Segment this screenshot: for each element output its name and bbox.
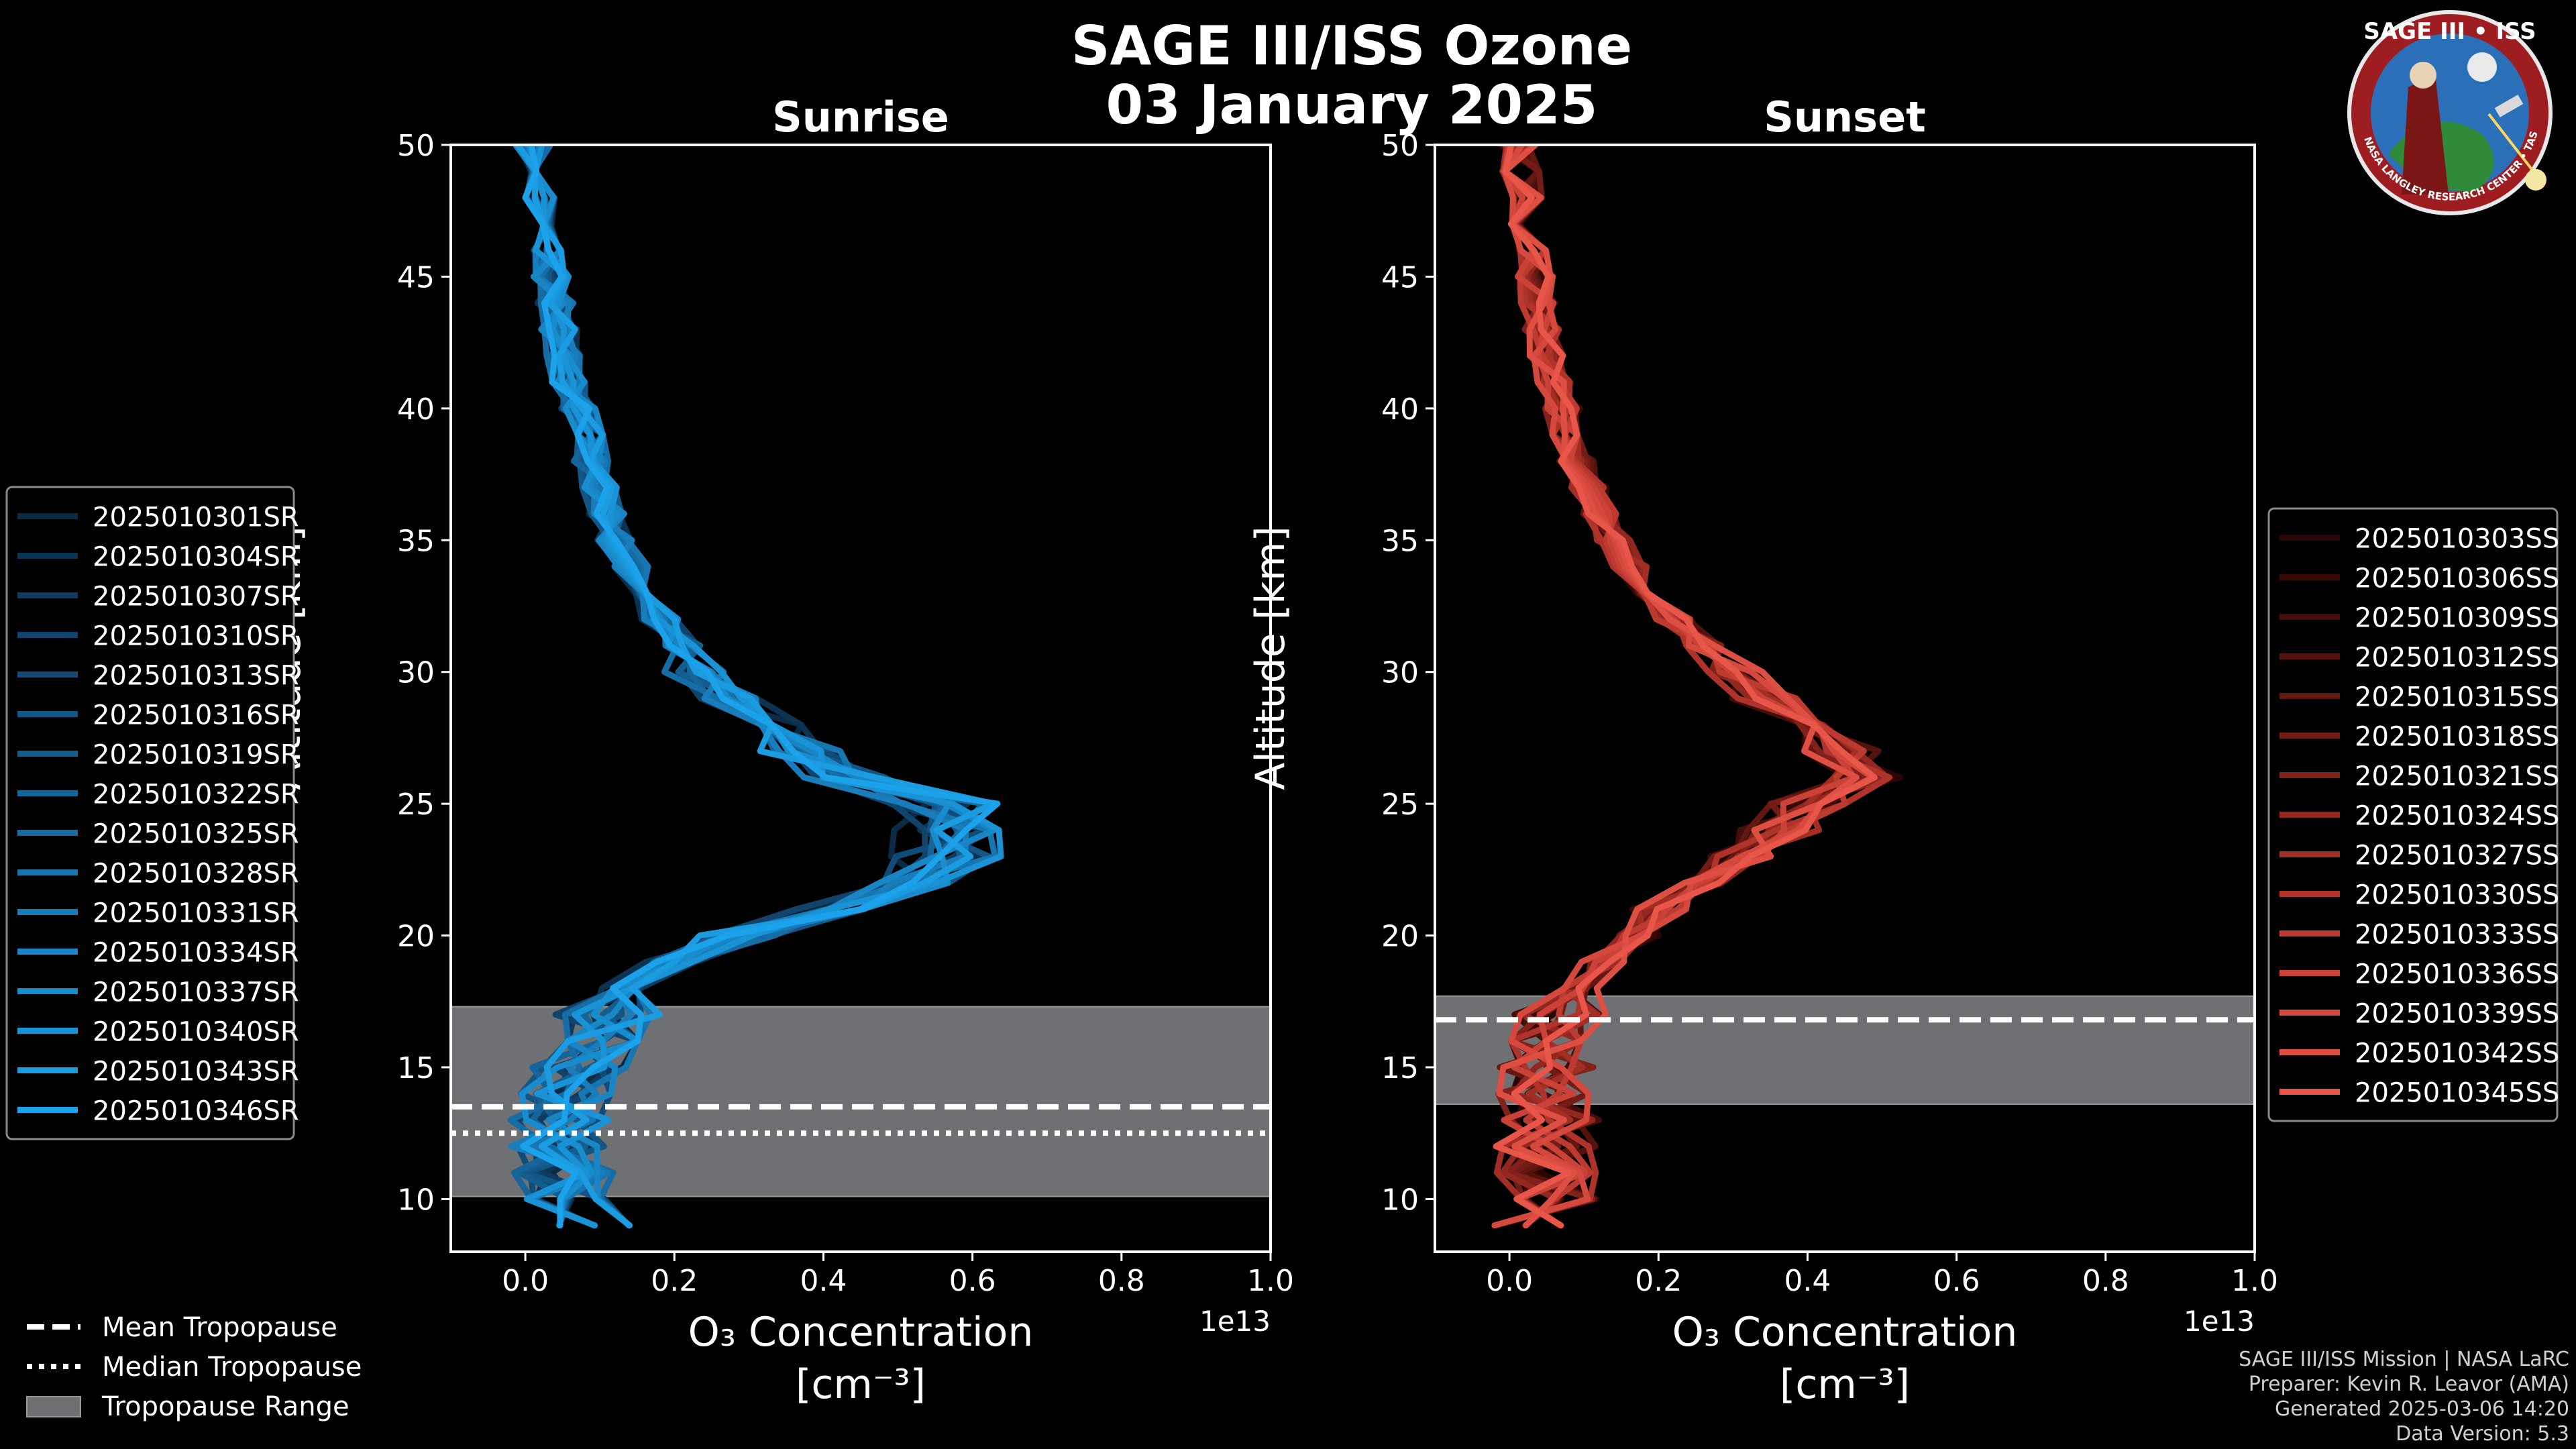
x-tick-label: 0.0 [502, 1264, 549, 1298]
x-tick-label: 0.2 [1635, 1264, 1682, 1298]
legend-label: 2025010346SR [93, 1096, 299, 1127]
y-tick-label: 45 [397, 260, 435, 294]
figure-title-line1: SAGE III/ISS Ozone [1071, 15, 1632, 77]
legend-label: 2025010336SS [2355, 959, 2559, 990]
y-tick-label: 15 [397, 1051, 435, 1085]
tropopause-legend: Mean Tropopause Median Tropopause Tropop… [26, 1312, 362, 1422]
legend-label: 2025010345SS [2355, 1078, 2559, 1109]
x-tick-label: 0.0 [1486, 1264, 1533, 1298]
y-tick-label: 20 [1381, 920, 1419, 954]
legend-label: 2025010322SR [93, 780, 299, 810]
plot-frame [449, 144, 1272, 1253]
legend-label: 2025010331SR [93, 898, 299, 929]
x-tick-label: 0.4 [800, 1264, 847, 1298]
y-tick-label: 50 [1381, 129, 1419, 163]
legend-label: 2025010333SS [2355, 920, 2559, 951]
legend-label: 2025010334SR [93, 938, 299, 969]
x-axis-label: O₃ Concentration [1672, 1309, 2018, 1356]
y-tick-label: 45 [1381, 260, 1419, 294]
legend-label: 2025010304SR [93, 542, 299, 573]
legend-label: 2025010309SS [2355, 603, 2559, 634]
profile-lines [507, 145, 1004, 1229]
legend-label: 2025010316SR [93, 700, 299, 731]
tropopause-range-label: Tropopause Range [101, 1391, 350, 1422]
y-tick-label: 25 [1381, 788, 1419, 822]
x-tick-label: 1.0 [2231, 1264, 2278, 1298]
y-tick-label: 40 [1381, 392, 1419, 427]
legend-label: 2025010319SR [93, 740, 299, 771]
y-tick-label: 35 [1381, 524, 1419, 558]
legend-label: 2025010310SR [93, 621, 299, 652]
series-legend: 2025010303SS 2025010306SS 2025010309SS 2025… [2267, 507, 2559, 1122]
legend-label: 2025010312SS [2355, 643, 2559, 674]
profile-line-2025010343SR [515, 145, 997, 1229]
legend-label: 2025010339SS [2355, 999, 2559, 1030]
y-axis-label: Altitude [km] [1247, 526, 1294, 790]
legend-label: 2025010313SR [93, 661, 299, 692]
legend-label: 2025010325SR [93, 819, 299, 850]
profile-line-2025010339SS [1491, 145, 1876, 1229]
series-legend-box [2267, 507, 2559, 1122]
credit-version: Data Version: 5.3 [2396, 1422, 2569, 1446]
profile-line-2025010340SR [523, 145, 1004, 1229]
legend-label: 2025010330SS [2355, 880, 2559, 911]
y-tick-label: 20 [397, 920, 435, 954]
legend-label: 2025010315SS [2355, 682, 2559, 713]
x-tick-label: 0.2 [651, 1264, 698, 1298]
y-tick-label: 40 [397, 392, 435, 427]
legend-label: 2025010318SS [2355, 722, 2559, 753]
figure-title-line2: 03 January 2025 [1106, 74, 1598, 136]
legend-label: 2025010342SS [2355, 1038, 2559, 1069]
plot-frame [1434, 144, 2256, 1253]
legend-label: 2025010337SR [93, 977, 299, 1008]
x-offset-label: 1e13 [2184, 1305, 2255, 1338]
legend-label: 2025010303SS [2355, 524, 2559, 555]
panel-title: Sunrise [772, 93, 949, 142]
profile-lines [1491, 145, 1903, 1229]
legend-label: 2025010306SS [2355, 564, 2559, 594]
x-tick-label: 0.8 [2082, 1264, 2129, 1298]
median-tropopause-label: Median Tropopause [102, 1352, 362, 1383]
legend-label: 2025010324SS [2355, 801, 2559, 832]
panel-title: Sunset [1764, 93, 1926, 142]
x-tick-label: 0.4 [1784, 1264, 1831, 1298]
logo-title: SAGE III • ISS [2363, 18, 2536, 45]
sunrise-panel: 0.0 0.2 0.4 0.6 0.8 1.0 10 15 20 25 30 35 40 45 50 1e13… [5, 93, 1294, 1408]
x-axis-units: [cm⁻³] [1780, 1361, 1910, 1408]
x-tick-label: 0.8 [1098, 1264, 1145, 1298]
credit-preparer: Preparer: Kevin R. Leavor (AMA) [2249, 1373, 2569, 1396]
y-tick-label: 35 [397, 524, 435, 558]
legend-label: 2025010307SR [93, 582, 299, 612]
legend-label: 2025010340SR [93, 1017, 299, 1048]
legend-label: 2025010301SR [93, 502, 299, 533]
y-tick-label: 25 [397, 788, 435, 822]
sunset-panel: 0.0 0.2 0.4 0.6 0.8 1.0 10 15 20 25 30 35 40 45 50 1e13… [1247, 93, 2559, 1408]
profile-line-2025010342SS [1496, 145, 1860, 1229]
tropopause-range-swatch [26, 1396, 81, 1417]
legend-label: 2025010321SS [2355, 761, 2559, 792]
x-tick-label: 0.6 [1933, 1264, 1980, 1298]
legend-label: 2025010343SR [93, 1057, 299, 1087]
y-tick-label: 30 [1381, 656, 1419, 690]
series-legend: 2025010301SR 2025010304SR 2025010307SR 2025… [5, 486, 299, 1140]
legend-label: 2025010327SS [2355, 841, 2559, 871]
credit-mission: SAGE III/ISS Mission | NASA LaRC [2239, 1348, 2569, 1371]
x-axis-units: [cm⁻³] [796, 1361, 926, 1408]
y-tick-label: 30 [397, 656, 435, 690]
y-tick-label: 50 [397, 129, 435, 163]
credit-generated: Generated 2025-03-06 14:20 [2275, 1397, 2569, 1421]
x-tick-label: 1.0 [1247, 1264, 1294, 1298]
x-offset-label: 1e13 [1199, 1305, 1271, 1338]
y-tick-label: 15 [1381, 1051, 1419, 1085]
legend-label: 2025010328SR [93, 859, 299, 890]
y-tick-label: 10 [1381, 1183, 1419, 1217]
profile-line-2025010346SR [520, 145, 1001, 1229]
profile-line-2025010345SS [1493, 145, 1878, 1229]
y-tick-label: 10 [397, 1183, 435, 1217]
x-axis-label: O₃ Concentration [688, 1309, 1034, 1356]
x-tick-label: 0.6 [949, 1264, 996, 1298]
series-legend-box [5, 486, 295, 1140]
mean-tropopause-label: Mean Tropopause [102, 1312, 337, 1343]
